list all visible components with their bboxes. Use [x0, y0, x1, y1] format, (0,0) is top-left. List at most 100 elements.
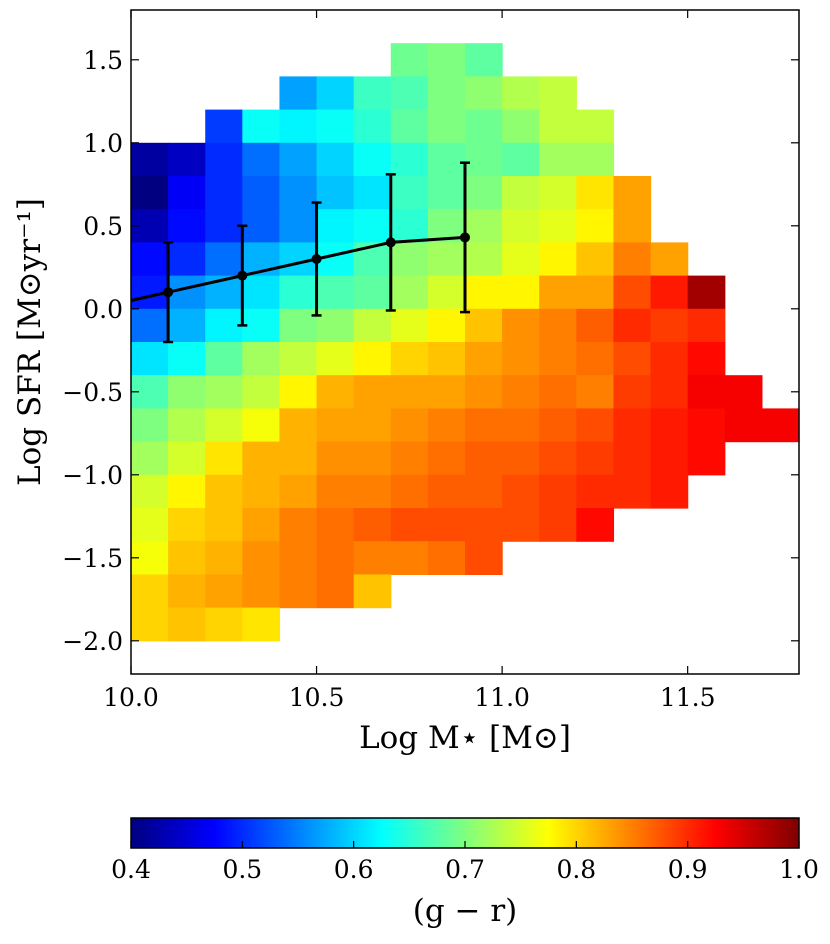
heatmap-cell — [205, 541, 243, 575]
heatmap-cell — [613, 474, 652, 509]
heatmap-cell — [465, 508, 503, 542]
plot-frame — [130, 9, 800, 675]
heatmap-cell — [687, 441, 726, 476]
heatmap-cell — [205, 142, 243, 177]
heatmap-cell — [539, 474, 577, 509]
heatmap-cell — [316, 474, 355, 509]
heatmap-cell — [242, 441, 281, 476]
heatmap-cell — [539, 308, 577, 343]
median-series — [130, 161, 470, 344]
heatmap-cell — [390, 109, 429, 144]
median-point — [237, 270, 248, 281]
heatmap-cell — [168, 275, 206, 310]
heatmap-cell — [168, 375, 206, 409]
heatmap-cell — [465, 308, 503, 343]
heatmap-cell — [390, 43, 429, 77]
heatmap-cell — [205, 342, 243, 376]
heatmap-cell — [427, 441, 466, 476]
heatmap-cell — [502, 308, 540, 343]
median-point — [385, 237, 396, 248]
heatmap-cell — [576, 242, 615, 277]
heatmap-cell — [576, 474, 615, 509]
heatmap-cell — [205, 209, 243, 243]
heatmap-cell — [205, 176, 243, 210]
x-tick-label: 11.0 — [474, 683, 530, 712]
heatmap-cell — [279, 342, 318, 376]
heatmap-cell — [502, 275, 540, 310]
heatmap-cell — [613, 308, 652, 343]
heatmap-cell — [576, 275, 615, 310]
heatmap-cell — [539, 209, 577, 243]
heatmap-cell — [465, 342, 503, 376]
heatmap-cell — [279, 308, 318, 343]
heatmap-cell — [279, 275, 318, 310]
heatmap-cell — [539, 109, 577, 144]
heatmap-cell — [279, 541, 318, 575]
heatmap-cell — [131, 408, 169, 443]
heatmap-cell — [539, 176, 577, 210]
heatmap-cell — [502, 209, 540, 243]
heatmap-cell — [465, 142, 503, 177]
heatmap-cell — [242, 408, 281, 443]
heatmap-cell — [687, 308, 726, 343]
heatmap-cell — [168, 607, 206, 642]
heatmap-cell — [168, 541, 206, 575]
heatmap-cell — [613, 275, 652, 310]
heatmap-cell — [465, 275, 503, 310]
heatmap-cell — [724, 375, 763, 409]
heatmap-cell — [316, 508, 355, 542]
heatmap-cell — [613, 209, 652, 243]
heatmap-cell — [613, 342, 652, 376]
heatmap-cell — [316, 242, 355, 277]
heatmap-cell — [576, 342, 615, 376]
heatmap-cell — [168, 242, 206, 277]
median-line — [130, 235, 466, 302]
heatmap-cell — [502, 441, 540, 476]
colorbar-tick-label: 0.9 — [668, 855, 708, 884]
heatmap-cell — [353, 176, 392, 210]
heatmap-cell — [465, 209, 503, 243]
heatmap-cell — [465, 375, 503, 409]
heatmap-cell — [390, 142, 429, 177]
heatmap-cell — [353, 142, 392, 177]
colorbar-ticks: 0.4 0.5 0.6 0.7 0.8 0.9 1.0 — [111, 841, 819, 884]
heatmap-cell — [205, 375, 243, 409]
colorbar-tick-label: 0.5 — [222, 855, 262, 884]
heatmap-cell — [427, 109, 466, 144]
heatmap-cell — [539, 342, 577, 376]
heatmap-cell — [502, 242, 540, 277]
heatmap-cell — [613, 408, 652, 443]
heatmap-cell — [205, 242, 243, 277]
heatmap-cell — [205, 441, 243, 476]
heatmap-cell — [353, 375, 392, 409]
heatmap-cell — [539, 408, 577, 443]
heatmap-cell — [316, 541, 355, 575]
heatmap-cell — [427, 474, 466, 509]
heatmap-cell — [279, 474, 318, 509]
heatmap-cell — [353, 474, 392, 509]
y-tick-label: −0.5 — [62, 378, 123, 407]
heatmap-cell — [576, 109, 615, 144]
heatmap-cell — [539, 508, 577, 542]
heatmap-cell — [131, 242, 169, 277]
heatmap-cell — [353, 441, 392, 476]
heatmap-cell — [539, 76, 577, 111]
heatmap-cell — [502, 76, 540, 111]
heatmap-cell — [353, 508, 392, 542]
heatmap-cell — [576, 508, 615, 542]
heatmap-cell — [168, 408, 206, 443]
median-point — [460, 232, 470, 243]
heatmap-cell — [650, 474, 689, 509]
heatmap-cell — [353, 541, 392, 575]
heatmap-cell — [131, 607, 169, 642]
heatmap-cell — [465, 408, 503, 443]
heatmap-cell — [205, 408, 243, 443]
heatmap-cell — [687, 375, 726, 409]
heatmap-cell — [613, 176, 652, 210]
heatmap-cell — [427, 308, 466, 343]
heatmap-cell — [353, 209, 392, 243]
heatmap-cell — [279, 176, 318, 210]
heatmap-cell — [205, 308, 243, 343]
heatmap-cell — [131, 142, 169, 177]
